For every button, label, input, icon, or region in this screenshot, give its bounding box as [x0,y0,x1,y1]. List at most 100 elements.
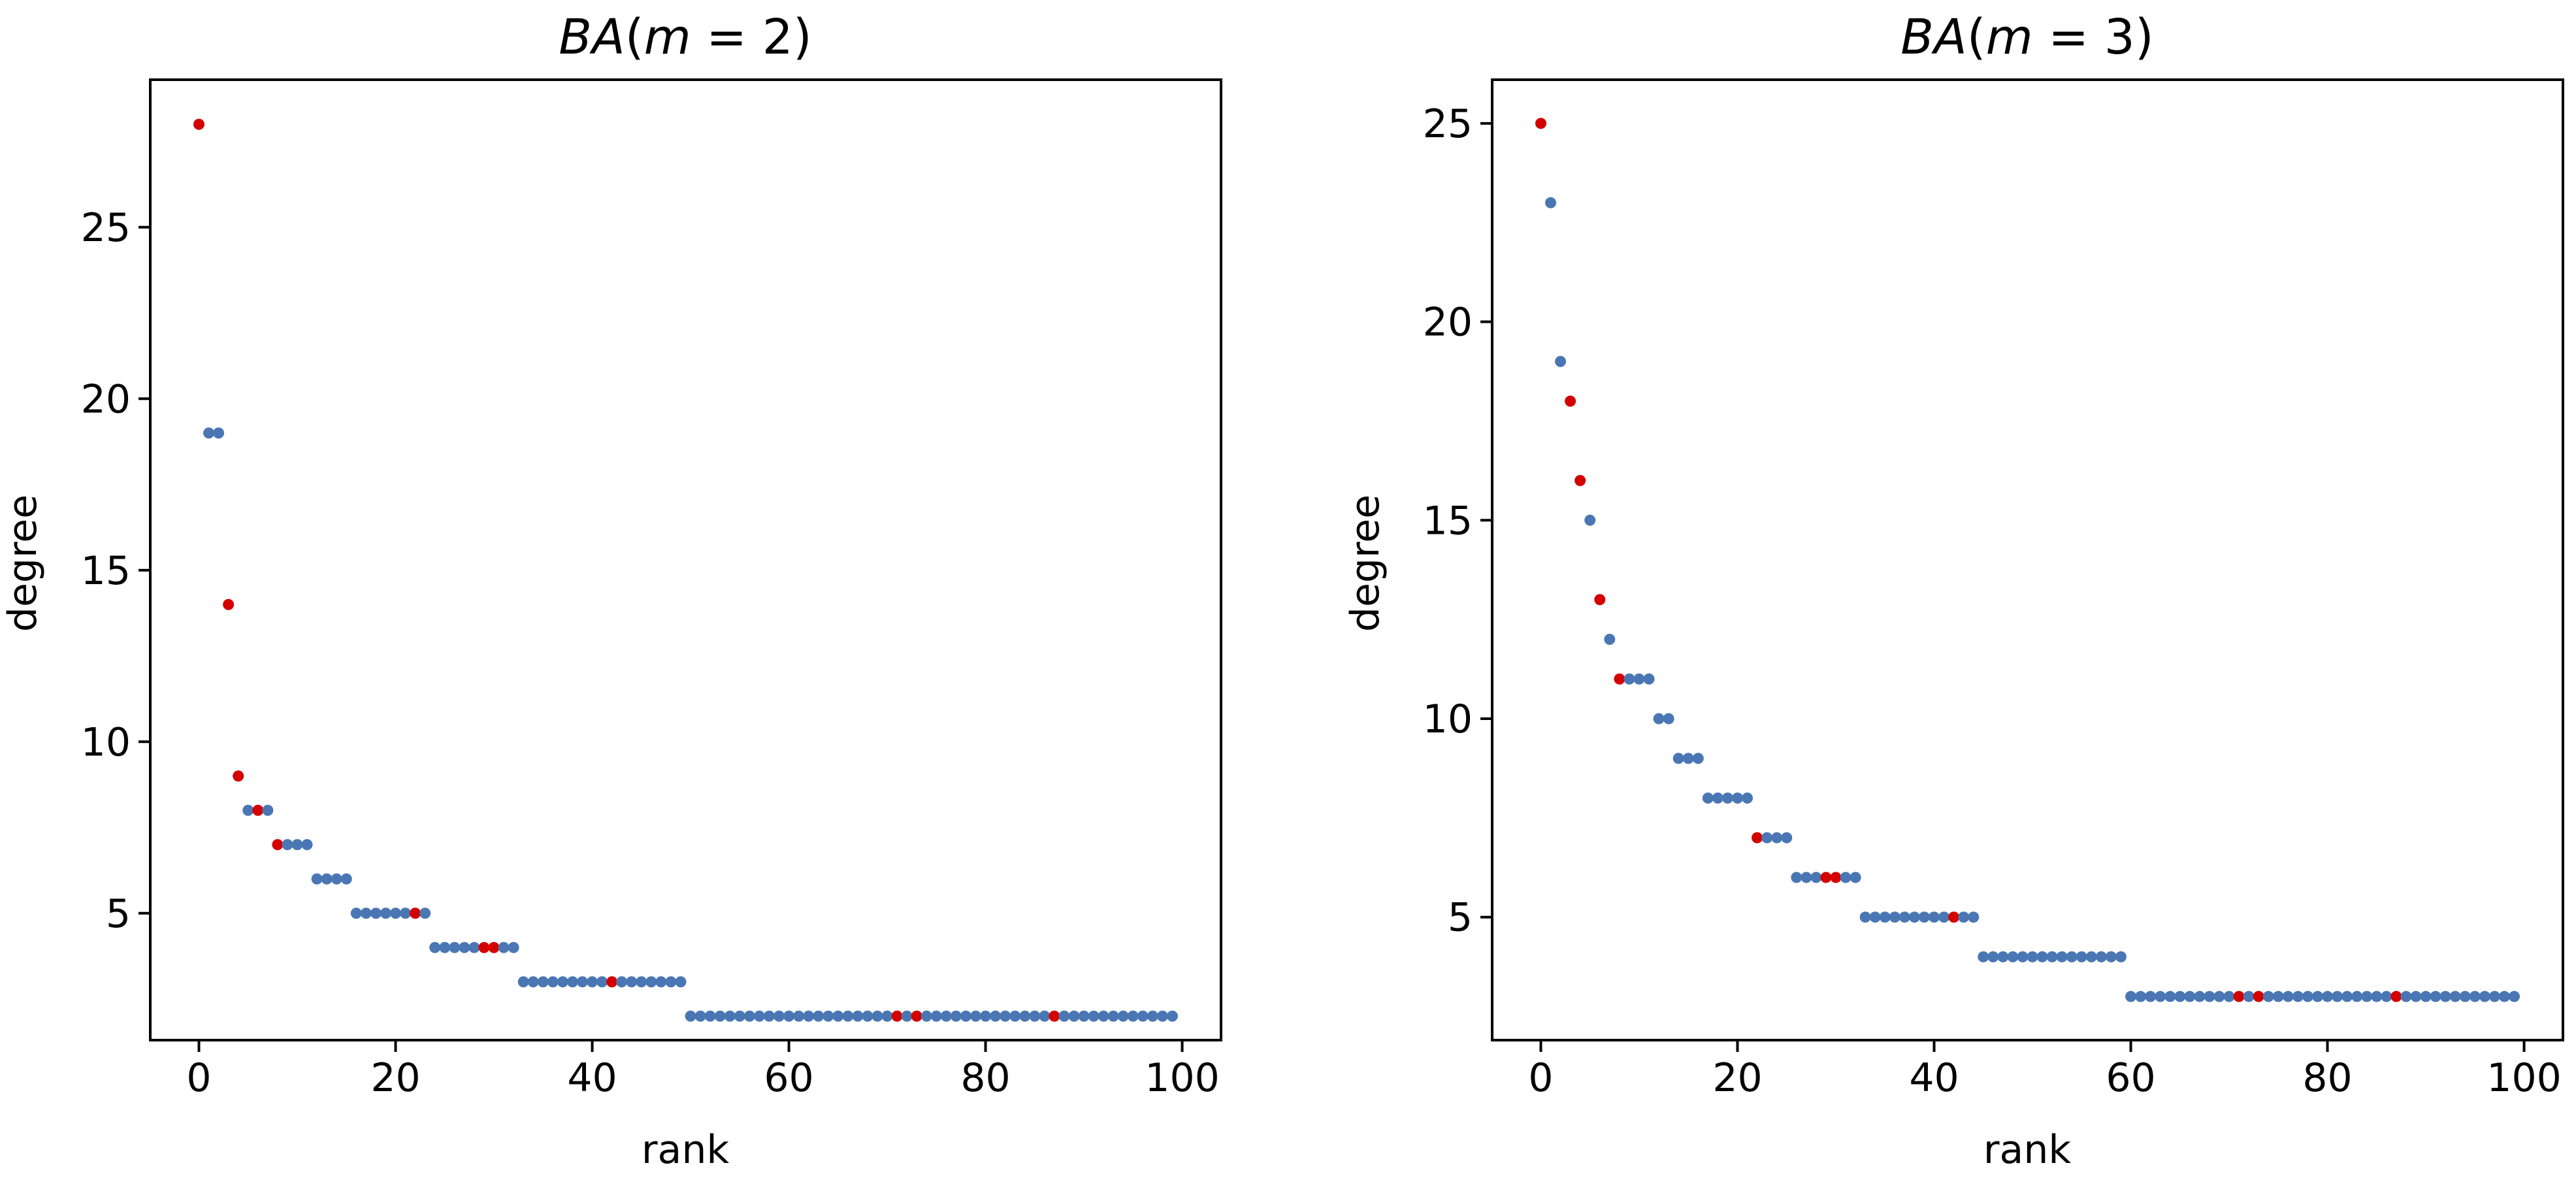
data-point [2027,951,2038,962]
data-point [1987,951,1999,962]
data-point [439,941,451,953]
data-point [2420,990,2432,1002]
ticks: 0 20 40 60 80 100 5 10 15 20 25 [1423,101,2562,1101]
highlighted-point [1614,673,1625,685]
data-point [1732,792,1744,804]
data-point [2332,990,2343,1002]
data-point [1978,951,1989,962]
data-point [2184,990,2196,1002]
y-tick-label: 10 [81,719,131,765]
highlighted-point [223,598,235,610]
highlighted-point [1752,832,1763,843]
data-point [881,1010,893,1022]
chart-title: BA(m = 2) [559,9,811,65]
data-point [340,873,352,885]
data-point [566,976,578,988]
data-point [557,976,568,988]
data-point [636,976,647,988]
data-point [2095,951,2107,962]
data-point [901,1010,913,1022]
data-point [763,1010,775,1022]
data-point [675,976,687,988]
data-point [1623,673,1635,685]
data-point [823,1010,834,1022]
data-point [852,1010,864,1022]
data-point [1801,872,1812,883]
data-point [1850,872,1861,883]
data-point [832,1010,844,1022]
data-point [921,1010,932,1022]
data-point [1742,792,1753,804]
data-point [2105,951,2117,962]
data-point [508,941,519,953]
data-point [1643,673,1655,685]
data-point [1810,872,1822,883]
data-point [1672,753,1684,764]
data-point [2145,990,2157,1002]
y-tick-label: 25 [81,205,131,251]
data-point [429,941,441,953]
data-points [1535,118,2520,1002]
data-point [1918,911,1930,923]
data-point [1968,911,1980,923]
data-point [2085,951,2097,962]
x-tick-label: 60 [2106,1055,2155,1101]
data-point [1147,1010,1158,1022]
data-point [1682,753,1694,764]
data-point [390,908,402,919]
highlighted-point [891,1010,903,1022]
data-point [1938,911,1950,923]
data-point [2469,990,2481,1002]
data-point [2125,990,2137,1002]
data-point [2076,951,2087,962]
data-point [2459,990,2471,1002]
highlighted-point [488,941,500,953]
data-point [1791,872,1802,883]
data-point [1889,911,1900,923]
data-point [1039,1010,1051,1022]
y-tick-label: 10 [1423,696,1473,742]
data-point [1029,1010,1041,1022]
data-point [2036,951,2048,962]
data-point [2243,990,2255,1002]
data-point [517,976,529,988]
data-point [1137,1010,1149,1022]
data-point [950,1010,962,1022]
data-point [626,976,638,988]
ticks: 0 20 40 60 80 100 5 10 15 20 25 [81,205,1220,1101]
highlighted-point [2253,990,2264,1002]
highlighted-point [1574,475,1586,487]
data-point [1879,911,1891,923]
data-point [498,941,510,953]
data-point [537,976,549,988]
data-point [980,1010,992,1022]
data-point [2066,951,2078,962]
data-point [2430,990,2441,1002]
data-point [527,976,539,988]
data-point [1899,911,1910,923]
data-point [2282,990,2294,1002]
data-point [783,1010,795,1022]
data-point [587,976,598,988]
data-point [2194,990,2206,1002]
data-point [2007,951,2019,962]
data-point [2046,951,2058,962]
data-point [724,1010,736,1022]
data-point [960,1010,971,1022]
data-point [2439,990,2451,1002]
data-point [2361,990,2373,1002]
data-point [213,427,225,439]
data-point [793,1010,805,1022]
data-point [842,1010,854,1022]
data-point [2135,990,2147,1002]
data-point [803,1010,815,1022]
data-point [1781,832,1793,843]
data-point [370,908,382,919]
scatter-panel-m3: BA(m = 3) 0 20 40 60 80 100 5 10 15 20 25 rank deg… [1343,9,2564,1173]
data-point [2204,990,2215,1002]
data-point [1633,673,1645,685]
data-point [1009,1010,1021,1022]
x-tick-label: 0 [1528,1055,1553,1101]
data-point [459,941,470,953]
data-point [1771,832,1783,843]
